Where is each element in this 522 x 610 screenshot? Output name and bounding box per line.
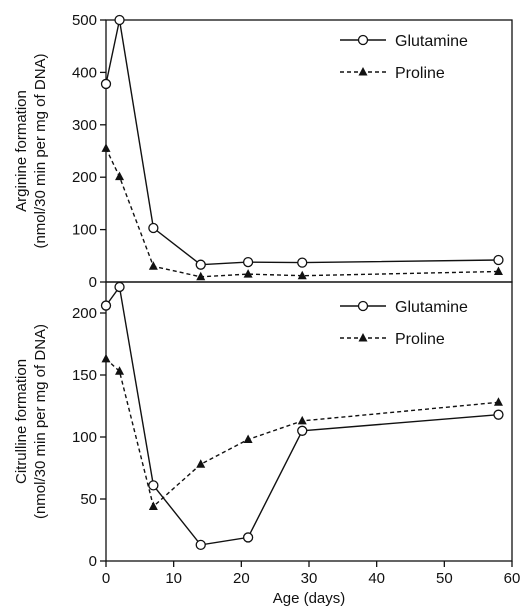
y-tick-label: 500	[72, 12, 97, 29]
data-point-glutamine	[195, 539, 206, 551]
data-point-proline	[243, 434, 253, 443]
x-tick-label: 20	[233, 570, 250, 587]
y-tick-label: 50	[80, 491, 97, 508]
legend-label: Proline	[395, 331, 445, 348]
series-line-glutamine	[105, 19, 499, 266]
data-point-proline	[196, 459, 206, 468]
x-tick-label: 50	[436, 570, 453, 587]
data-point-glutamine	[148, 480, 159, 491]
data-point-glutamine	[242, 256, 254, 268]
x-axis-title: Age (days)	[273, 590, 346, 607]
data-point-proline	[115, 366, 125, 375]
x-tick-label: 10	[165, 570, 182, 587]
x-tick-label: 0	[102, 570, 110, 587]
y-tick-label: 100	[72, 429, 97, 446]
legend-label: Glutamine	[395, 33, 468, 50]
legend-marker	[358, 333, 368, 342]
y-tick-label: 0	[89, 274, 97, 291]
y-tick-label: 100	[72, 222, 97, 239]
data-point-glutamine	[297, 425, 308, 436]
data-point-proline	[148, 501, 158, 510]
plot-frame-1	[105, 19, 513, 283]
y-tick-label: 200	[72, 305, 97, 322]
y-tick-label: 150	[72, 367, 97, 384]
data-point-proline	[297, 270, 307, 280]
data-point-glutamine	[148, 222, 159, 234]
data-point-proline	[101, 143, 111, 152]
x-tick-label: 60	[504, 570, 521, 587]
data-point-proline	[243, 269, 253, 278]
y-tick-label: 0	[89, 553, 97, 570]
data-point-proline	[493, 266, 503, 276]
data-point-proline	[101, 353, 111, 363]
y-tick-label: 400	[72, 64, 97, 81]
legend-entry-glutamine: Glutamine	[340, 299, 468, 316]
y-axis-title: Arginine formation	[13, 90, 30, 212]
y-axis-title: (nmol/30 min per mg of DNA)	[32, 324, 49, 519]
data-point-glutamine	[493, 254, 504, 266]
data-point-glutamine	[242, 532, 254, 543]
x-tick-label: 30	[301, 570, 318, 587]
data-point-proline	[115, 171, 125, 181]
legend-entry-proline: Proline	[340, 65, 445, 82]
legend-marker	[357, 300, 369, 312]
y-axis-title: Citrulline formation	[13, 359, 30, 484]
panel-1: 0 100 200 300 400 500 Arginine formation (nmol/…	[13, 12, 513, 291]
data-point-proline	[148, 261, 158, 270]
data-point-proline	[493, 397, 503, 406]
legend-entry-glutamine: Glutamine	[340, 33, 468, 50]
y-tick-label: 300	[72, 117, 97, 134]
data-point-glutamine	[100, 300, 112, 311]
legend-marker	[357, 34, 369, 46]
legend-entry-proline: Proline	[340, 331, 445, 348]
x-tick-label: 40	[368, 570, 385, 587]
legend-label: Glutamine	[395, 299, 468, 316]
legend-label: Proline	[395, 65, 445, 82]
legend-marker	[358, 67, 368, 76]
panel-2: 0 50 100 150 200 0 10 20 30 40 50 60 Citrulline form…	[13, 281, 521, 607]
y-axis-title: (nmol/30 min per mg of DNA)	[32, 53, 49, 248]
plot-frame-2	[105, 281, 513, 562]
data-point-glutamine	[100, 78, 112, 90]
data-point-proline	[297, 415, 307, 425]
data-point-glutamine	[493, 409, 504, 420]
y-tick-label: 200	[72, 169, 97, 186]
data-point-glutamine	[297, 257, 308, 268]
data-point-glutamine	[195, 259, 206, 270]
data-point-glutamine	[114, 281, 125, 293]
data-point-glutamine	[114, 14, 125, 26]
data-point-proline	[196, 271, 206, 281]
